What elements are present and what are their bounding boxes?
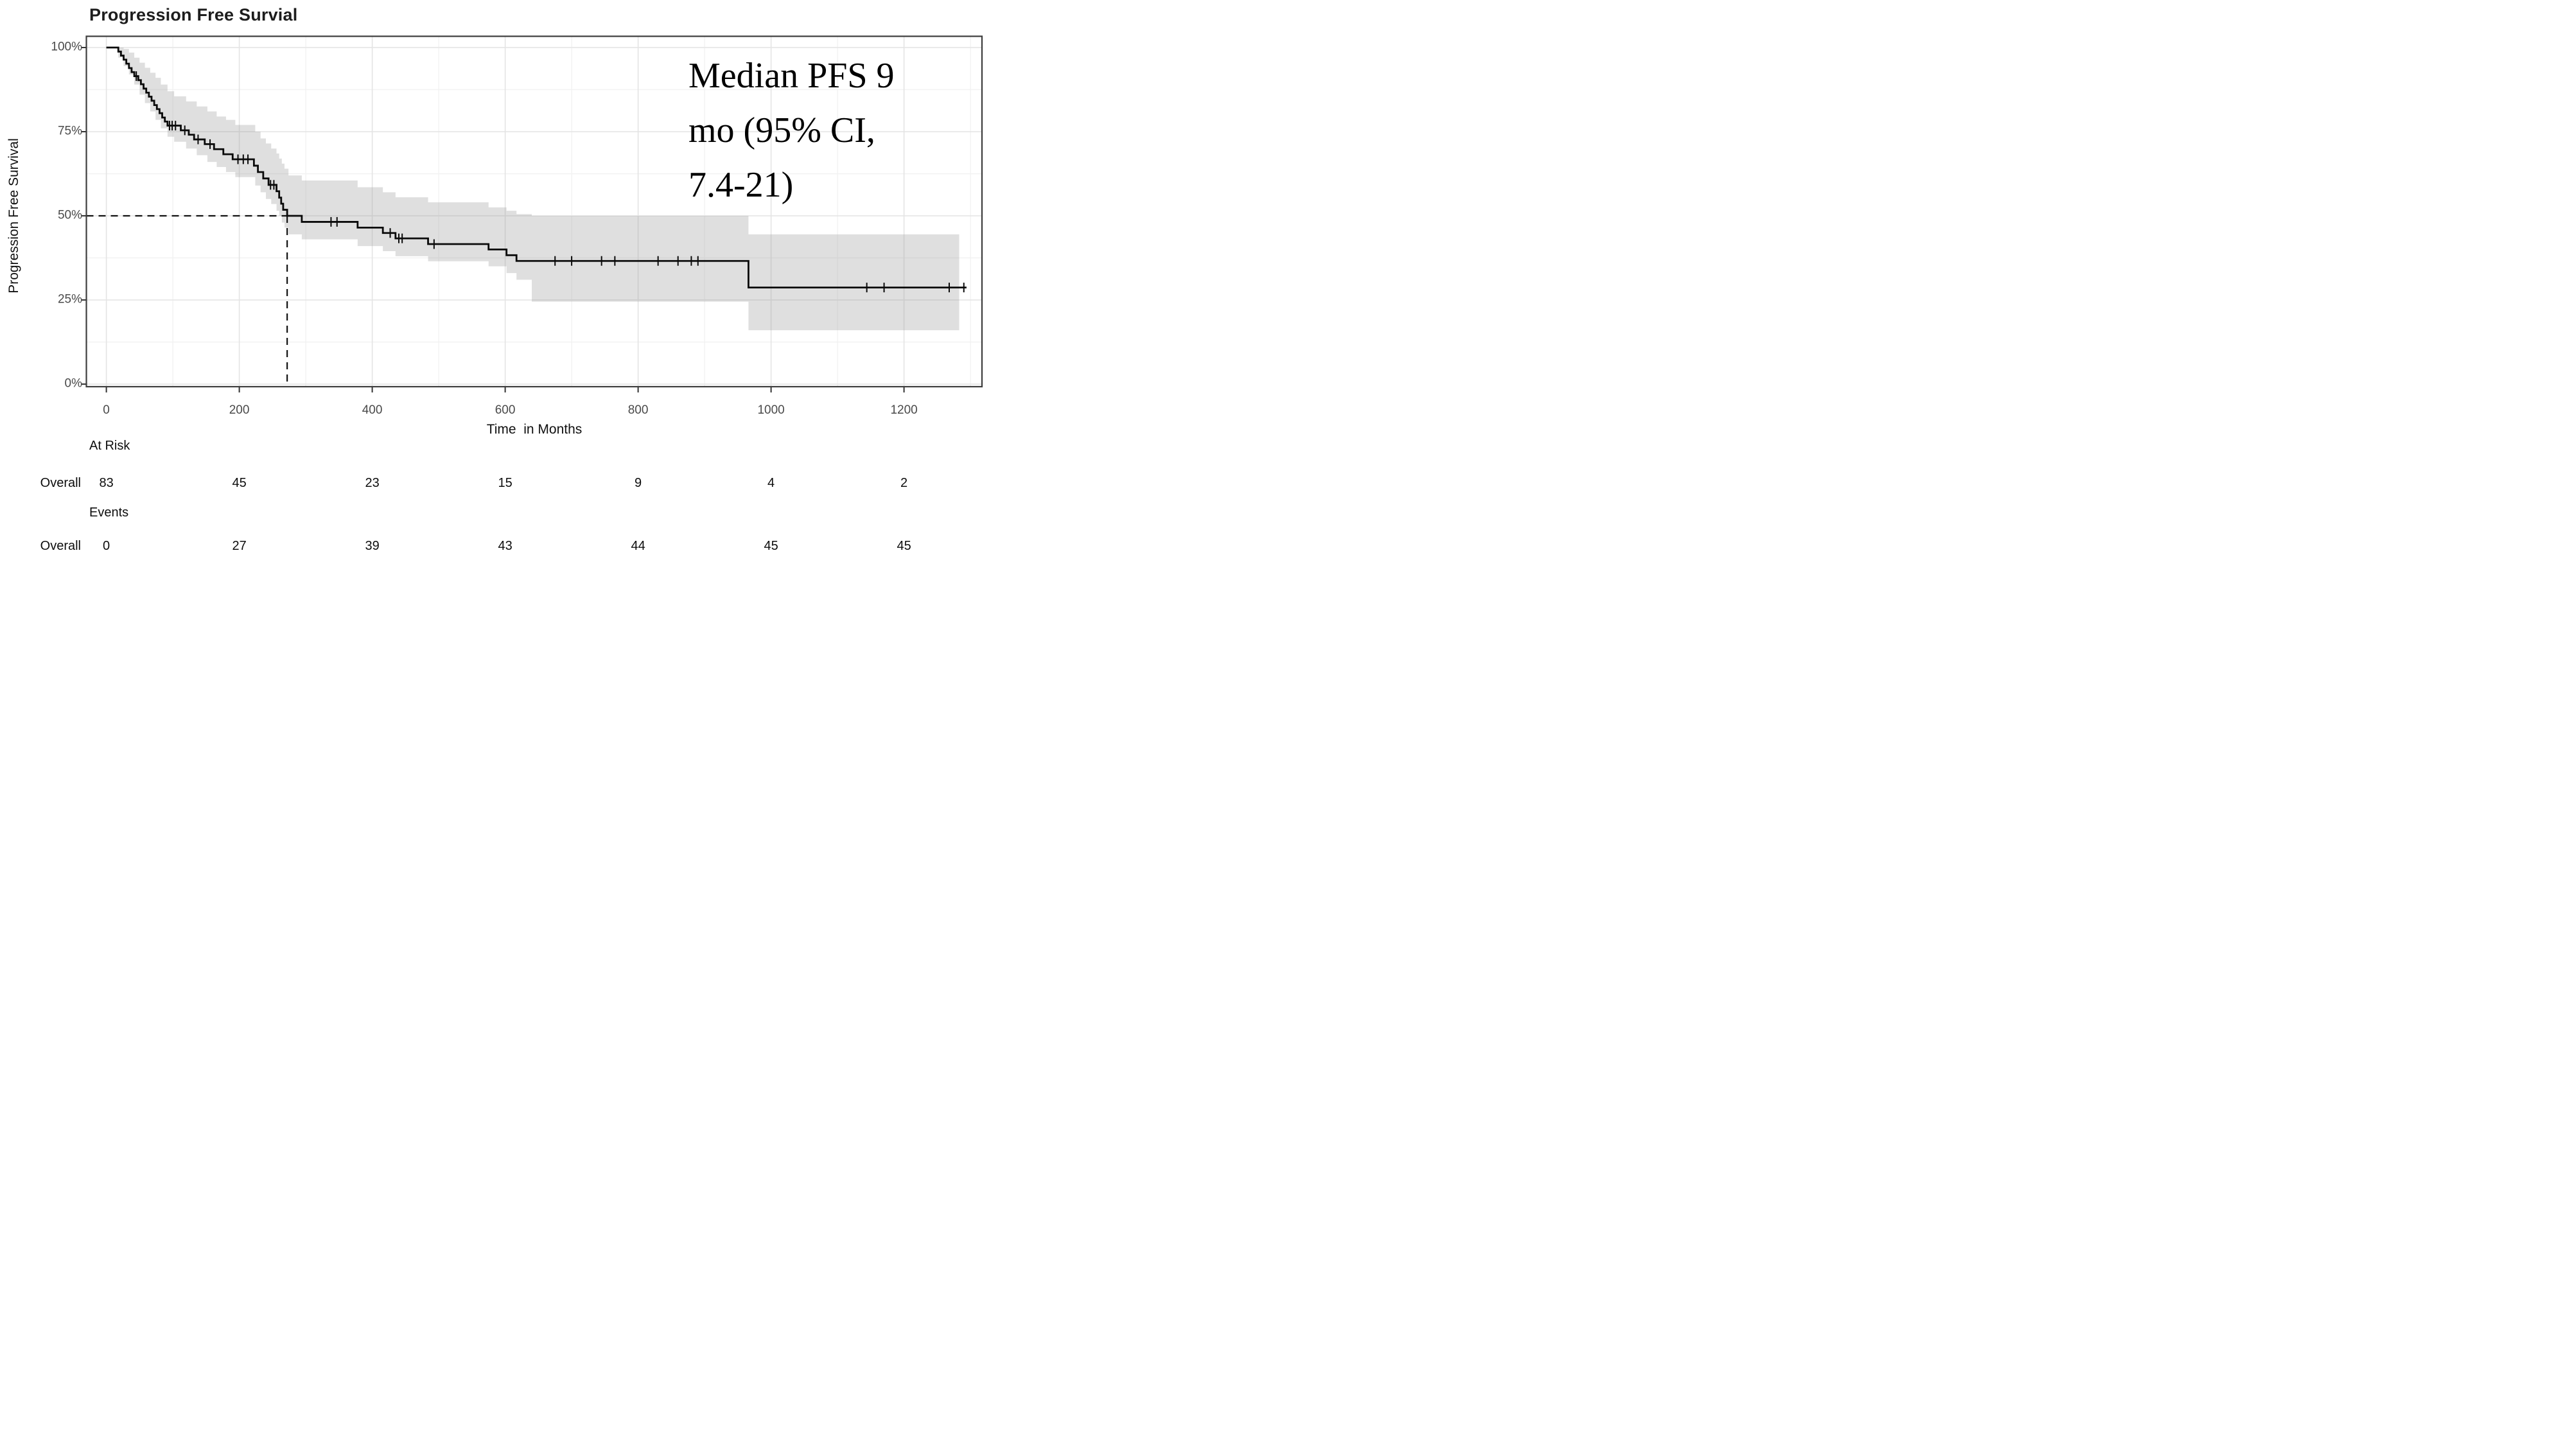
panel-border bbox=[85, 35, 983, 388]
survival-curve bbox=[106, 46, 967, 289]
y-axis-label: Progression Free Survival bbox=[6, 138, 21, 294]
at-risk-header: At Risk bbox=[89, 439, 130, 453]
x-tick-label: 1200 bbox=[890, 403, 918, 417]
km-chart-canvas bbox=[81, 35, 983, 392]
x-tick-label: 600 bbox=[495, 403, 516, 417]
events-count: 44 bbox=[631, 539, 645, 553]
median-pfs-annotation: Median PFS 9 mo (95% CI, 7.4-21) bbox=[688, 56, 895, 206]
events-count: 0 bbox=[103, 539, 110, 553]
at-risk-count: 2 bbox=[900, 476, 908, 490]
y-tick-label: 0% bbox=[64, 376, 82, 391]
events-count: 39 bbox=[365, 539, 380, 553]
events-header: Events bbox=[89, 506, 129, 520]
events-count: 45 bbox=[764, 539, 778, 553]
x-tick-label: 400 bbox=[362, 403, 383, 417]
at-risk-count: 23 bbox=[365, 476, 380, 490]
at-risk-row-label: Overall bbox=[40, 476, 81, 490]
at-risk-count: 83 bbox=[99, 476, 114, 490]
confidence-band bbox=[118, 48, 959, 331]
km-plot-page: { "page_title": "Progression Free Survia… bbox=[0, 0, 992, 559]
x-tick-label: 1000 bbox=[757, 403, 785, 417]
y-tick-label: 75% bbox=[57, 124, 82, 138]
at-risk-count: 45 bbox=[232, 476, 247, 490]
at-risk-count: 9 bbox=[635, 476, 642, 490]
x-tick-label: 800 bbox=[627, 403, 649, 417]
at-risk-count: 15 bbox=[498, 476, 513, 490]
chart-title: Progression Free Survial bbox=[89, 5, 298, 24]
events-count: 45 bbox=[897, 539, 911, 553]
x-tick-label: 0 bbox=[103, 403, 110, 417]
y-tick-label: 100% bbox=[51, 40, 82, 54]
at-risk-count: 4 bbox=[767, 476, 775, 490]
events-count: 43 bbox=[498, 539, 513, 553]
events-row-label: Overall bbox=[40, 539, 81, 553]
plot-panel bbox=[86, 36, 982, 387]
x-axis-label: Time in Months bbox=[486, 422, 583, 437]
events-count: 27 bbox=[232, 539, 247, 553]
x-tick-label: 200 bbox=[229, 403, 250, 417]
y-tick-label: 25% bbox=[57, 292, 82, 306]
y-tick-label: 50% bbox=[57, 208, 82, 222]
